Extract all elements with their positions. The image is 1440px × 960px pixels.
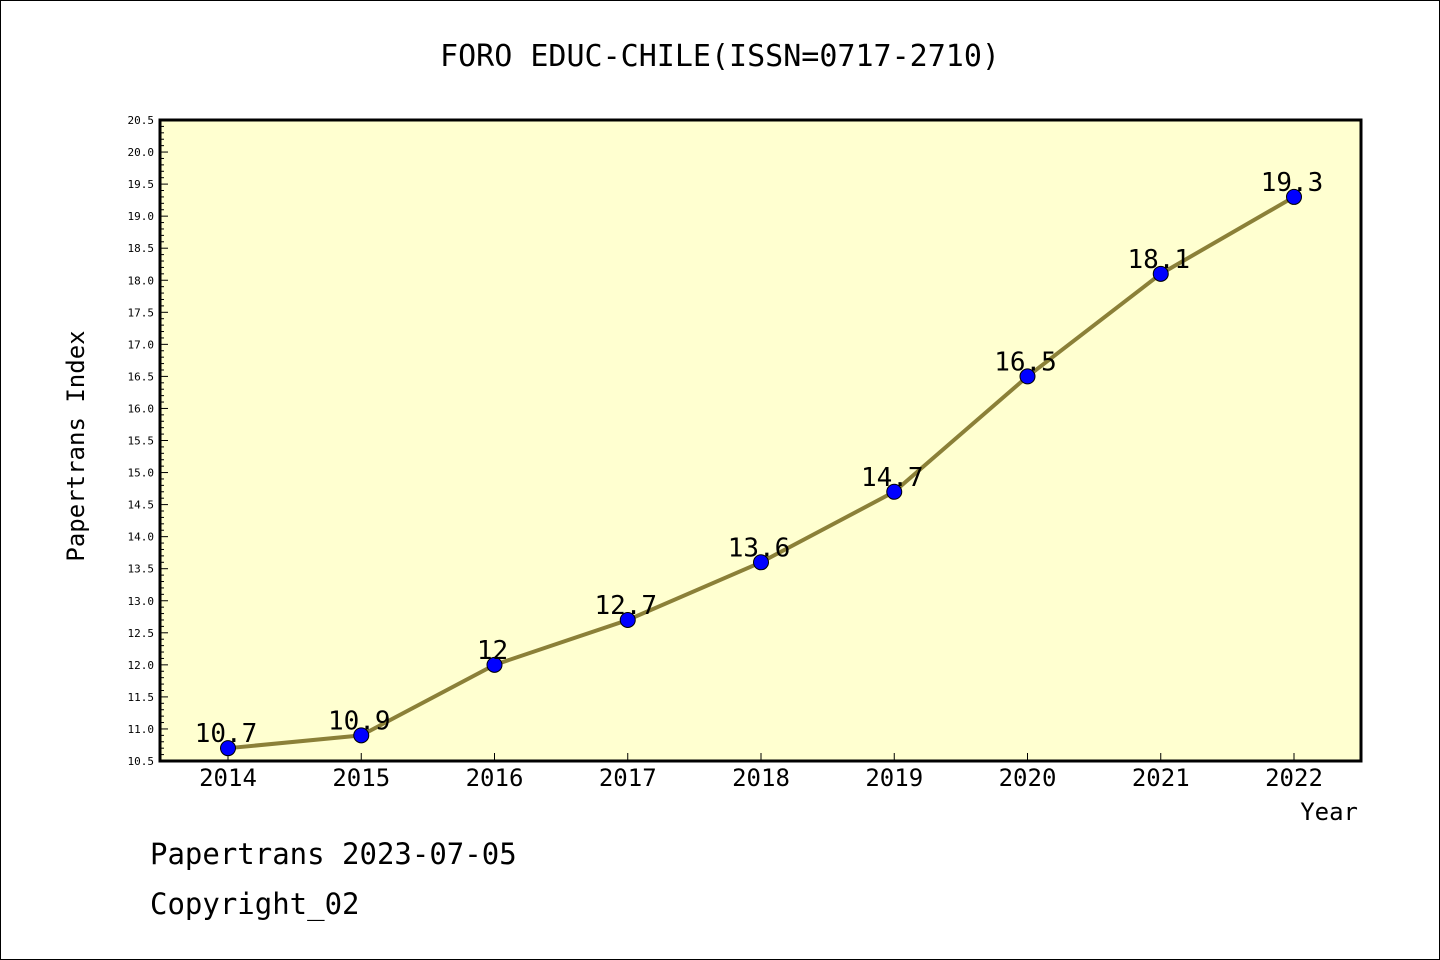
y-tick-label: 19.5 <box>128 178 155 191</box>
data-label: 18.1 <box>1127 245 1190 275</box>
data-point <box>486 656 503 673</box>
y-axis: 10.5 11.0 11.5 12.0 12.5 13.0 13.5 14.0 14.5 15.0… <box>128 114 168 768</box>
data-point <box>886 483 903 500</box>
footer-date: Papertrans 2023-07-05 <box>150 837 517 871</box>
y-tick-label: 17.5 <box>128 306 155 319</box>
x-tick-label: 2021 <box>1132 764 1190 792</box>
data-point <box>220 740 236 757</box>
data-point <box>1286 188 1302 205</box>
data-point <box>1019 368 1036 385</box>
y-tick-label: 13.0 <box>128 595 155 608</box>
y-tick-label: 12.0 <box>128 659 155 672</box>
y-tick-label: 20.5 <box>128 114 155 127</box>
y-tick-label: 14.0 <box>128 531 155 544</box>
data-point <box>753 554 769 571</box>
y-tick-label: 17.0 <box>128 338 155 351</box>
x-axis: 2014 2015 2016 2017 2018 2019 2020 2021 2022 <box>199 753 1323 792</box>
y-tick-label: 20.0 <box>128 146 155 159</box>
x-tick-label: 2019 <box>865 764 923 792</box>
data-point <box>353 727 370 744</box>
y-tick-label: 10.5 <box>128 755 155 768</box>
x-tick-label: 2020 <box>999 764 1057 792</box>
x-axis-label: Year <box>1300 798 1358 826</box>
y-tick-label: 12.5 <box>128 627 155 640</box>
x-tick-label: 2022 <box>1265 764 1323 792</box>
y-tick-label: 16.0 <box>128 402 155 415</box>
data-label: 19.3 <box>1261 168 1324 198</box>
y-tick-label: 13.5 <box>128 563 155 576</box>
series-layer: 10.7 10.9 12 12.7 13.6 14.7 16.5 18.1 19.3 <box>195 168 1324 757</box>
y-tick-label: 18.5 <box>128 242 155 255</box>
y-tick-label: 15.5 <box>128 435 155 448</box>
data-label: 10.9 <box>328 706 391 736</box>
chart-title: FORO EDUC-CHILE(ISSN=0717-2710) <box>440 39 1000 74</box>
data-point <box>1152 265 1169 282</box>
y-tick-label: 18.0 <box>128 274 155 287</box>
data-label: 12.7 <box>594 591 657 621</box>
x-tick-label: 2018 <box>732 764 790 792</box>
y-tick-label: 19.0 <box>128 210 155 223</box>
y-tick-label: 11.0 <box>128 723 155 736</box>
data-label: 13.6 <box>728 533 791 563</box>
data-label: 12 <box>477 636 508 666</box>
footer-copyright: Copyright_02 <box>150 887 360 922</box>
x-tick-label: 2015 <box>332 764 390 792</box>
x-tick-label: 2014 <box>199 764 257 792</box>
data-label: 16.5 <box>994 347 1057 377</box>
y-tick-label: 11.5 <box>128 691 155 704</box>
data-label: 14.7 <box>861 463 924 493</box>
x-tick-label: 2017 <box>599 764 657 792</box>
y-tick-label: 14.5 <box>128 499 155 512</box>
x-tick-label: 2016 <box>466 764 524 792</box>
y-tick-label: 16.5 <box>128 370 155 383</box>
y-axis-label: Papertrans Index <box>62 330 90 561</box>
y-tick-label: 15.0 <box>128 467 155 480</box>
data-label: 10.7 <box>195 719 258 749</box>
plot-area <box>158 118 1363 763</box>
data-point <box>619 611 636 628</box>
